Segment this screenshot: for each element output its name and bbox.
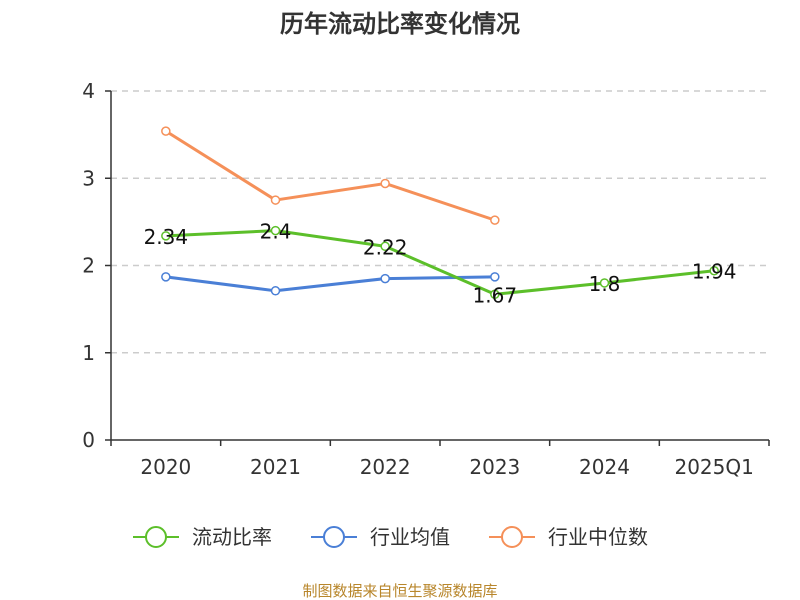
legend-label: 行业中位数 [548,525,648,549]
legend-label: 流动比率 [192,525,272,549]
data-label: 2.34 [144,225,189,249]
data-point [599,278,610,288]
data-point [161,231,171,241]
data-point [709,265,719,276]
y-tick-label: 0 [82,428,95,452]
y-tick-label: 1 [82,341,95,365]
data-point [270,225,281,236]
y-tick-label: 2 [82,254,95,278]
data-point [270,195,281,205]
x-axis: 2020 2021 2022 2023 2024 2025Q1 [110,439,770,479]
data-label: 1.67 [473,283,518,307]
x-tick-label: 2021 [250,455,301,479]
data-point [490,272,500,282]
source-note: 制图数据来自恒生聚源数据库 [302,582,497,600]
data-point [490,289,500,300]
series-line-2 [165,129,496,222]
x-tick-label: 2024 [579,455,630,479]
data-labels: 2.34 2.4 2.22 1.67 1.8 1.94 [144,220,737,308]
legend-label: 行业均值 [370,525,450,549]
x-tick-label: 2022 [360,455,411,479]
chart-title: 历年流动比率变化情况 [280,10,520,38]
y-axis: 0 1 2 3 4 [82,79,112,452]
data-point [161,272,171,282]
data-label: 1.8 [589,272,621,296]
legend-marker-icon [501,526,523,548]
legend[interactable]: 流动比率 行业均值 行业中位数 [133,525,648,549]
x-tick-label: 2023 [469,455,520,479]
series-points [161,126,719,300]
legend-item[interactable]: 流动比率 [133,525,272,549]
series-line-1 [165,275,495,293]
data-point [380,241,390,252]
grid-lines [111,90,769,354]
y-tick-label: 3 [82,166,95,190]
series-lines [165,129,715,296]
x-tick-label: 2020 [140,455,191,479]
data-point [490,215,500,225]
legend-marker-icon [145,526,167,548]
data-point [161,126,171,136]
data-label: 2.22 [363,235,408,259]
legend-item[interactable]: 行业中位数 [489,525,648,549]
data-label: 2.4 [260,220,292,244]
legend-item[interactable]: 行业均值 [311,525,450,549]
legend-marker-icon [323,526,345,548]
series-line-0 [165,229,715,296]
x-tick-label: 2025Q1 [674,455,753,479]
data-point [270,286,281,296]
data-label: 1.94 [692,260,737,284]
y-tick-label: 4 [82,79,95,103]
data-point [380,178,390,189]
data-point [380,273,390,284]
